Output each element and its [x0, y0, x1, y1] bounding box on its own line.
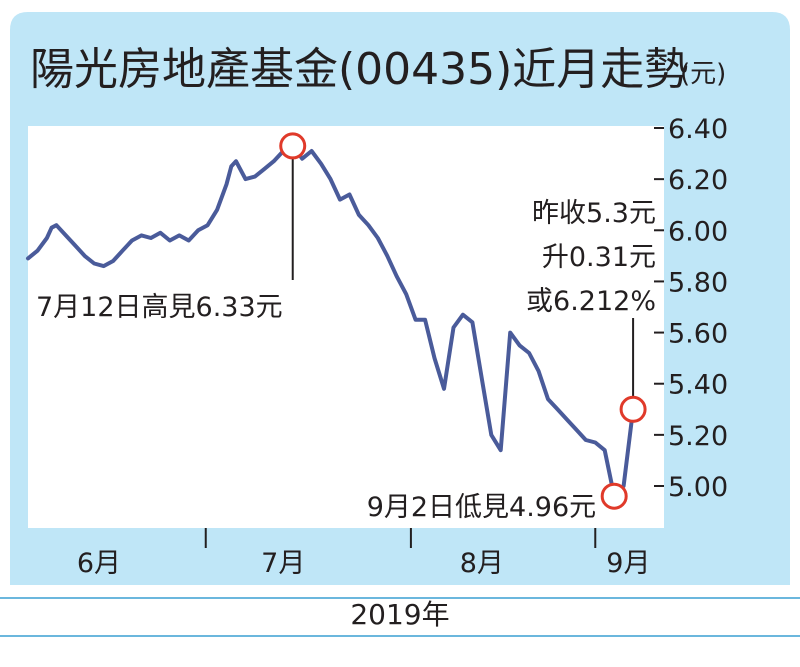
y-tick-label: 6.20: [668, 165, 728, 196]
y-tick-label: 6.00: [668, 216, 728, 247]
y-tick-label: 5.80: [668, 267, 728, 298]
y-tick-label: 6.40: [668, 114, 728, 145]
y-tick-label: 5.20: [668, 421, 728, 452]
low-label: 9月2日低見4.96元: [367, 492, 596, 523]
annotations: 7月12日高見6.33元 9月2日低見4.96元 昨收5.3元 升0.31元 或…: [30, 132, 656, 523]
change-label: 升0.31元: [542, 242, 656, 273]
year-label: 2019年: [350, 598, 449, 631]
high-label: 7月12日高見6.33元: [36, 292, 283, 323]
unit-label: (元): [680, 59, 726, 89]
last-close-label: 昨收5.3元: [532, 198, 656, 229]
price-line: [26, 143, 636, 499]
y-tick-label: 5.40: [668, 370, 728, 401]
month-label: 9月: [606, 548, 650, 579]
plot-area: [28, 126, 664, 528]
chart-title: 陽光房地產基金(00435)近月走勢: [30, 44, 688, 95]
change-percent-label: 或6.212%: [526, 286, 656, 317]
month-label: 7月: [261, 548, 305, 579]
month-separators: [204, 528, 597, 548]
month-label: 6月: [77, 548, 121, 579]
high-marker: [279, 132, 307, 160]
month-label: 8月: [460, 548, 504, 579]
high-label-background: [30, 288, 390, 326]
y-tick-label: 5.60: [668, 319, 728, 350]
x-axis: 6月 7月 8月 9月: [77, 548, 651, 579]
last-marker: [619, 395, 647, 423]
y-axis: 6.40 6.20 6.00 5.80 5.60 5.40 5.20 5.00: [654, 114, 728, 503]
low-marker: [600, 482, 628, 510]
y-tick-label: 5.00: [668, 472, 728, 503]
